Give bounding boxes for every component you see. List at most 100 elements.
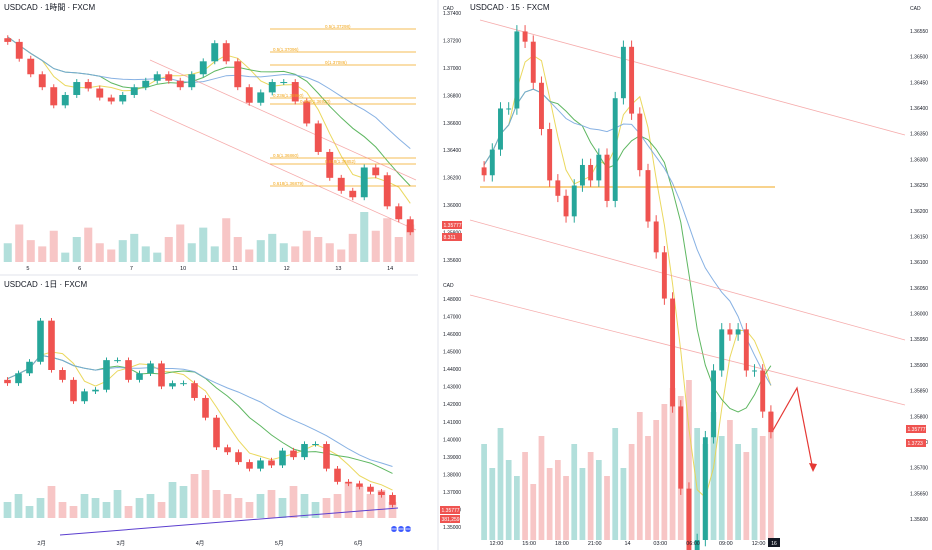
d1-candle — [246, 462, 253, 469]
h1-volume-bar — [199, 227, 208, 262]
m15-volume-bar — [669, 388, 676, 540]
d1-price-tag: 381,259 — [442, 517, 460, 523]
d1-ma-long-line — [7, 354, 393, 467]
h1-volume-bar — [187, 243, 196, 262]
price-axis-lower-label: 1.38000 — [443, 472, 461, 478]
d1-volume-bar — [212, 490, 221, 518]
m15-date-tag: 16 — [771, 541, 777, 547]
h1-volume-bar — [383, 218, 392, 262]
m15-x-tick: 03:00 — [653, 541, 667, 547]
d1-volume-bar — [91, 498, 100, 518]
m15-volume-bar — [604, 476, 610, 540]
h1-candle — [15, 41, 23, 59]
m15-candle — [711, 370, 716, 438]
projection-arrow-head — [809, 463, 817, 472]
h1-candle — [153, 74, 161, 81]
h1-candle — [188, 74, 196, 88]
h1-candle — [349, 190, 357, 198]
price-axis-lower-label: 1.47000 — [443, 315, 461, 321]
m15-volume-bar — [554, 460, 561, 540]
d1-candle — [290, 450, 297, 458]
d1-volume-bar — [3, 502, 12, 518]
m15-candle — [481, 167, 487, 176]
price-axis-right-label: 1.35950 — [910, 337, 928, 343]
d1-volume-bar — [36, 498, 45, 518]
h1-candle — [280, 82, 288, 84]
d1-volume-bar — [366, 494, 375, 518]
d1-candle — [114, 360, 121, 362]
h1-price-tag: 8.311 — [444, 235, 456, 241]
m15-candle — [588, 164, 594, 181]
price-axis-right-label: 1.36150 — [910, 234, 928, 240]
h1-volume-bar — [130, 233, 139, 262]
d1-candle — [378, 491, 385, 495]
m15-candle — [645, 170, 651, 222]
m15-price-tag-box — [906, 425, 926, 433]
price-axis-upper-label: 1.37400 — [443, 11, 461, 17]
h1-volume-bar — [325, 243, 334, 262]
h1-candle — [360, 167, 368, 198]
d1-candle — [268, 460, 275, 466]
price-axis-right-label: 1.36350 — [910, 132, 928, 138]
d1-volume-bar — [223, 494, 232, 518]
h1-candle — [130, 87, 138, 95]
m15-volume-bar — [751, 428, 758, 540]
m15-volume-bar — [587, 452, 594, 540]
d1-volume-bar — [256, 494, 265, 518]
h1-volume-bar — [153, 252, 162, 262]
price-axis-right-label: 1.36450 — [910, 80, 928, 86]
d1-x-tick: 4月 — [196, 540, 205, 547]
d1-candle — [235, 452, 242, 463]
price-axis-right-label: 1.36000 — [910, 312, 928, 318]
h1-volume-bar — [302, 230, 311, 262]
d1-candle — [345, 481, 352, 484]
h1-volume-bar — [38, 246, 47, 262]
d1-volume-bar — [179, 486, 188, 518]
price-axis-lower-label: 1.42000 — [443, 402, 461, 408]
h1-volume-bar — [118, 240, 127, 262]
price-axis-lower-label: 1.46000 — [443, 332, 461, 338]
price-axis-lower-label: 1.35000 — [443, 525, 461, 531]
h1-volume-bar — [3, 243, 12, 262]
d1-candle — [70, 379, 77, 402]
d1-volume-bar — [267, 490, 276, 518]
m15-candle — [514, 31, 520, 109]
h1-candle — [199, 61, 207, 75]
m15-candle — [530, 41, 536, 83]
m15-x-tick: 12:00 — [490, 541, 504, 547]
m15-volume-bar — [686, 380, 692, 540]
d1-volume-bar — [388, 502, 397, 518]
h1-candle — [326, 151, 334, 178]
price-axis-right-label: 1.36100 — [910, 260, 928, 266]
h1-volume-bar — [26, 240, 35, 262]
d1-candle — [4, 379, 11, 384]
price-axis-right-label: 1.35900 — [910, 363, 928, 369]
h1-fib-label: 0.5(1.37298) — [325, 24, 351, 29]
d1-volume-bar — [135, 498, 144, 518]
price-axis-upper-label: 1.37000 — [443, 66, 461, 72]
d1-candle — [81, 391, 88, 402]
h1-candle — [303, 101, 311, 124]
h1-volume-bar — [348, 233, 357, 262]
d1-candle — [224, 447, 231, 453]
d1-candle — [15, 373, 22, 384]
m15-candle — [743, 329, 749, 371]
m15-candle — [571, 185, 577, 217]
d1-volume-bar — [14, 494, 23, 518]
price-axis-right-label: 1.36500 — [910, 55, 928, 61]
h1-volume-bar — [268, 233, 277, 262]
h1-candle — [84, 82, 92, 89]
m15-candle — [702, 437, 708, 540]
price-axis-lower-label: 1.40000 — [443, 437, 461, 443]
d1-volume-bar — [47, 486, 56, 518]
d1-x-tick: 2月 — [37, 540, 46, 547]
d1-candle — [103, 360, 110, 390]
m15-volume-bar — [489, 468, 496, 540]
m15-candle — [620, 46, 626, 99]
h1-fib-label: 0.382(1.36920) — [300, 99, 331, 104]
h1-volume-bar — [164, 237, 173, 262]
d1-candle — [202, 397, 209, 418]
h1-volume-bar — [95, 243, 104, 262]
m15-volume-bar — [563, 476, 569, 540]
m15-candle — [694, 540, 700, 550]
